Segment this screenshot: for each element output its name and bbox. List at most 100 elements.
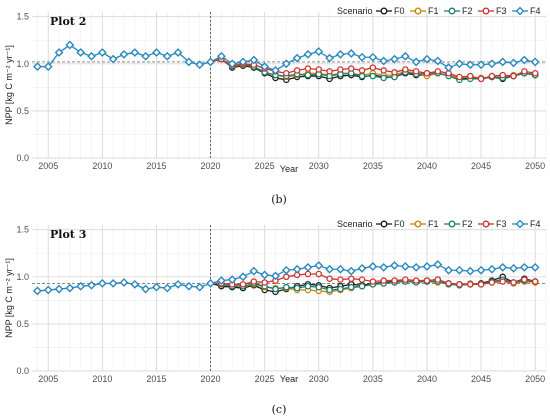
y-tick-label: 0.5 [16,106,29,116]
data-point-f2 [358,282,366,290]
data-point-f4 [498,57,508,67]
data-point-f2 [293,284,301,292]
y-axis-title: NPP [kg C m⁻² yr⁻¹] [4,45,14,125]
data-point-f3 [412,277,420,284]
data-point-f3 [337,276,344,283]
data-point-f4 [368,52,378,62]
history-point [97,48,107,57]
history-point [87,51,96,61]
data-point-f4 [487,264,497,274]
data-point-f4 [411,262,421,272]
data-point-f4 [422,262,432,271]
y-tick-label: 0.0 [16,366,29,376]
y-axis-title: NPP [kg C m⁻² yr⁻¹] [4,258,14,338]
legend-label-f1: F1 [428,219,439,229]
data-point-f4 [455,59,464,69]
x-axis-title: Year [280,164,298,174]
data-point-f3 [326,68,333,75]
data-point-f3 [315,66,323,73]
data-point-f3 [434,68,442,75]
x-tick-label: 2005 [38,374,58,384]
data-point-f4 [422,54,432,64]
data-point-f3 [499,71,506,79]
data-point-f4 [465,60,475,70]
data-point-f3 [358,276,366,283]
data-point-f4 [303,49,313,59]
legend: Scenario F0 F1 F2 F3 F4 [337,219,541,229]
legend: Scenario F0 F1 F2 F3 F4 [337,6,541,16]
data-point-f3 [445,280,452,287]
data-point-f4 [281,59,291,69]
plot-area [32,225,546,371]
data-point-f4 [433,260,443,269]
data-point-f3 [283,69,290,77]
y-tick-label: 0.0 [16,153,29,163]
history-point [43,285,53,295]
y-tick-label: 1.0 [16,272,29,282]
data-point-f4 [238,272,248,282]
x-tick-label: 2020 [201,374,221,384]
data-point-f4 [346,266,356,276]
data-point-f3 [423,69,431,77]
data-point-f4 [379,56,389,66]
data-point-f4 [476,60,486,70]
x-tick-label: 2025 [255,374,275,384]
data-point-f4 [325,53,334,63]
legend-key-marker-f4 [515,6,525,16]
figure-caption: (c) [272,403,287,416]
data-point-f3 [326,275,333,282]
x-tick-label: 2010 [92,374,112,384]
data-point-f4 [336,264,345,274]
data-point-f4 [325,264,334,274]
data-point-f3 [488,72,496,80]
history-point [184,57,194,67]
data-point-f4 [303,262,313,272]
history-point [65,40,75,50]
data-point-f4 [476,265,486,275]
legend-key-marker-f3 [482,220,490,228]
legend-label-f4: F4 [530,219,541,229]
data-point-f2 [315,283,323,291]
data-point-f2 [337,285,344,293]
history-point [54,48,64,57]
history-point [184,281,194,291]
data-point-f3 [510,279,517,286]
data-point-f2 [326,286,333,294]
history-point [141,284,151,294]
legend-title: Scenario [337,6,373,16]
plot-title: Plot 2 [50,15,86,28]
history-point [76,281,86,291]
data-point-f3 [467,281,474,288]
history-point [119,278,129,287]
data-point-f3 [283,273,290,281]
legend-key-marker-f2 [448,220,456,228]
data-point-f3 [347,65,355,72]
data-point-f3 [358,67,366,74]
data-point-f4 [444,63,454,72]
data-point-f4 [519,262,529,272]
data-point-f4 [292,264,302,274]
data-point-f3 [304,65,312,72]
data-point-f4 [281,265,291,275]
data-point-f4 [249,55,259,65]
history-point [87,280,96,290]
x-tick-label: 2015 [146,374,166,384]
legend-key-marker-f2 [448,7,456,15]
history-point [33,62,42,72]
history-point [141,51,151,61]
data-point-f4 [390,54,399,64]
data-point-f4 [357,52,367,62]
data-point-f2 [304,71,312,79]
history-point [206,279,215,288]
x-tick-label: 2040 [417,161,437,171]
history-point [43,62,53,72]
history-point [173,279,183,289]
data-point-f4 [216,276,226,285]
data-point-f4 [368,262,378,271]
data-point-f3 [531,69,539,77]
history-point [65,283,75,293]
data-point-f4 [530,262,540,272]
data-point-f4 [390,261,399,270]
data-point-f4 [357,263,367,273]
